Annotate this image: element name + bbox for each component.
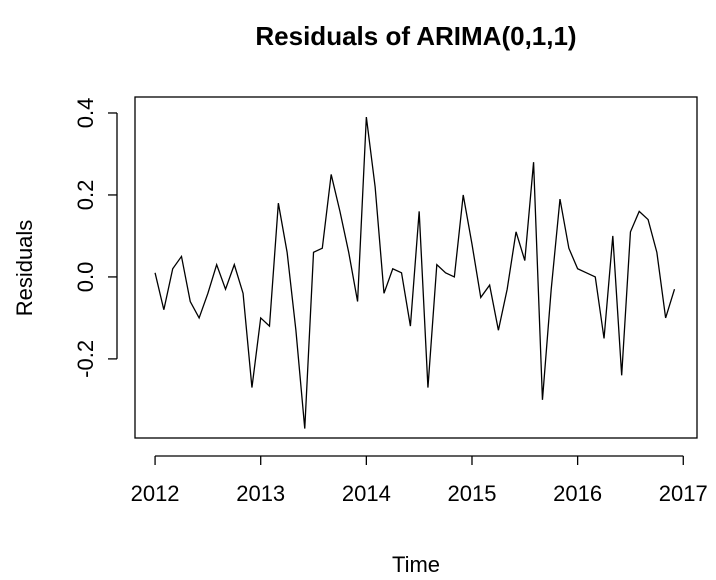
y-tick-label: 0.0 bbox=[73, 262, 98, 293]
x-tick-label: 2012 bbox=[131, 481, 180, 506]
series-line bbox=[154, 117, 676, 429]
x-tick-label: 2017 bbox=[659, 481, 708, 506]
x-tick-label: 2014 bbox=[342, 481, 391, 506]
x-tick-label: 2015 bbox=[448, 481, 497, 506]
y-tick-label: 0.2 bbox=[73, 180, 98, 211]
chart-title: Residuals of ARIMA(0,1,1) bbox=[255, 21, 576, 51]
y-tick-label: 0.4 bbox=[73, 98, 98, 129]
plot-box bbox=[134, 96, 698, 439]
x-tick-label: 2013 bbox=[236, 481, 285, 506]
x-tick-label: 2016 bbox=[553, 481, 602, 506]
y-axis-label: Residuals bbox=[12, 220, 37, 317]
x-axis-label: Time bbox=[392, 552, 440, 577]
y-tick-label: -0.2 bbox=[73, 340, 98, 378]
